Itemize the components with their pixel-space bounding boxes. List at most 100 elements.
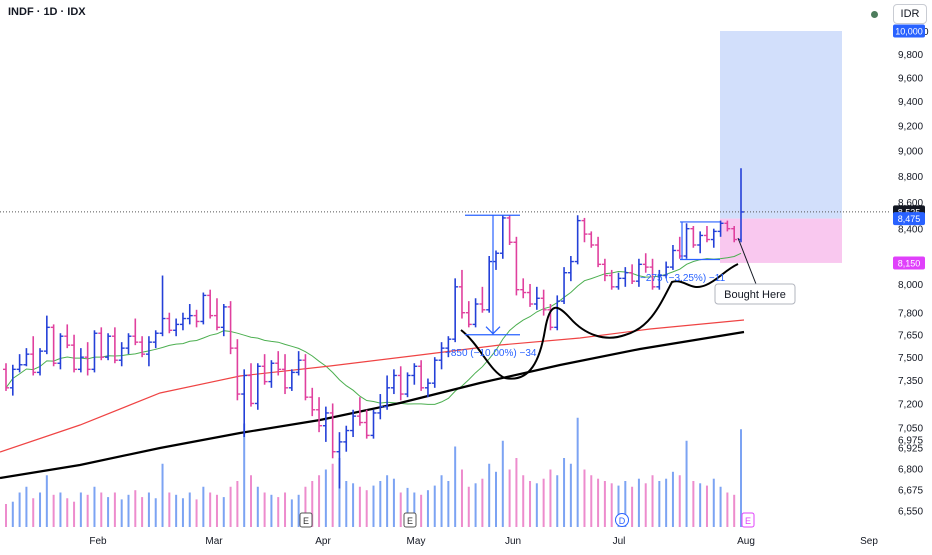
ohlc-bar <box>656 269 663 290</box>
ohlc-bar <box>377 394 384 420</box>
volume-bar <box>352 483 355 527</box>
ohlc-bar <box>71 334 78 373</box>
volume-bar <box>134 490 137 527</box>
ohlc-bar <box>683 223 690 259</box>
ohlc-bar <box>370 409 377 439</box>
earnings-marker: E <box>403 512 417 528</box>
volume-bar <box>79 492 82 527</box>
price-tick-label: 9,800 <box>898 50 923 61</box>
ohlc-bar <box>390 369 397 395</box>
ohlc-bar <box>601 258 608 282</box>
ma-fast-line <box>5 252 742 405</box>
ohlc-bar <box>533 286 540 310</box>
volume-bar <box>631 486 634 527</box>
ohlc-bar <box>91 330 98 373</box>
volume-bar <box>270 494 273 527</box>
volume-bar <box>358 486 361 527</box>
volume-bar <box>440 475 443 527</box>
ohlc-bar <box>554 295 561 331</box>
ohlc-bar <box>493 250 499 270</box>
ohlc-bar <box>622 267 629 287</box>
price-tick-label: 7,050 <box>898 423 923 434</box>
volume-bar <box>399 492 402 527</box>
ohlc-bar <box>132 318 139 346</box>
ohlc-bar <box>84 342 91 376</box>
ohlc-bar <box>295 351 302 376</box>
price-tick-label: 6,550 <box>898 507 923 518</box>
price-tick-label: 6,800 <box>898 464 923 475</box>
ohlc-bar <box>77 348 84 373</box>
volume-bar <box>59 492 62 527</box>
ohlc-bar <box>561 267 568 305</box>
price-tick-label: 9,200 <box>898 122 923 133</box>
ohlc-bar <box>118 342 125 367</box>
ohlc-bar <box>111 327 118 364</box>
ohlc-bar <box>179 312 186 331</box>
volume-bar <box>726 492 729 527</box>
volume-bar <box>250 475 252 527</box>
ohlc-bar <box>302 354 309 401</box>
volume-bar <box>406 487 409 527</box>
volume-bar <box>420 494 423 527</box>
price-tick-label: 8,800 <box>898 172 923 183</box>
arrow-down-icon <box>485 326 501 335</box>
ohlc-bar <box>486 256 493 313</box>
ohlc-bar <box>288 369 295 391</box>
ohlc-bar <box>254 363 261 410</box>
measure-label-2: −275 (−3.25%) −11 <box>640 273 726 284</box>
volume-bar <box>569 463 572 527</box>
ohlc-bar <box>234 339 241 401</box>
volume-bar <box>529 481 532 527</box>
ohlc-bar <box>724 220 731 232</box>
volume-bar <box>624 481 627 527</box>
volume-bar <box>229 486 232 527</box>
time-axis: Feb Mar Apr May Jun Jul Aug Sep <box>89 536 878 547</box>
bought-here-callout: Bought Here <box>714 237 796 305</box>
volume-bar <box>522 475 525 527</box>
ohlc-bar <box>336 432 343 489</box>
volume-bar <box>413 492 416 527</box>
volume-bar <box>215 494 218 527</box>
price-badge-label: 8,475 <box>898 214 921 224</box>
ohlc-bar <box>145 336 152 367</box>
time-tick-label: Jun <box>505 536 521 547</box>
ohlc-bar <box>547 304 554 331</box>
ohlc-bar <box>615 272 622 290</box>
ohlc-bar <box>445 336 452 358</box>
volume-bar <box>501 440 504 527</box>
ohlc-bar <box>227 301 234 355</box>
volume-bar <box>665 478 668 527</box>
volume-bar <box>181 498 184 527</box>
volume-bar <box>304 486 307 527</box>
volume-bar <box>331 463 334 527</box>
ohlc-bar <box>268 360 275 388</box>
price-tick-label: 9,400 <box>898 97 923 108</box>
price-tick-label: 6,925 <box>898 444 923 455</box>
ohlc-bar <box>731 225 738 243</box>
volume-bar <box>222 497 225 527</box>
volume-bar <box>488 463 491 527</box>
volume-bar <box>243 423 246 527</box>
ohlc-bar <box>343 425 350 452</box>
ohlc-bar <box>567 256 574 282</box>
price-badge: 10,000 <box>893 24 925 38</box>
volume-bar <box>195 499 198 527</box>
currency-button[interactable]: IDR <box>893 4 927 24</box>
price-tick-label: 6,975 <box>898 435 923 446</box>
ohlc-bar <box>43 315 50 355</box>
volume-bar <box>188 492 191 527</box>
volume-bar <box>603 481 606 527</box>
ohlc-bar <box>513 236 520 296</box>
volume-bar <box>692 481 695 527</box>
ohlc-bar <box>588 231 595 248</box>
ohlc-bar <box>350 409 357 438</box>
volume-bar <box>671 471 674 527</box>
volume-bar <box>120 499 123 527</box>
ohlc-bar <box>697 231 704 254</box>
symbol-title: INDF · 1D · IDX <box>8 6 86 18</box>
volume-bar <box>590 475 593 527</box>
volume-bar <box>175 494 178 527</box>
